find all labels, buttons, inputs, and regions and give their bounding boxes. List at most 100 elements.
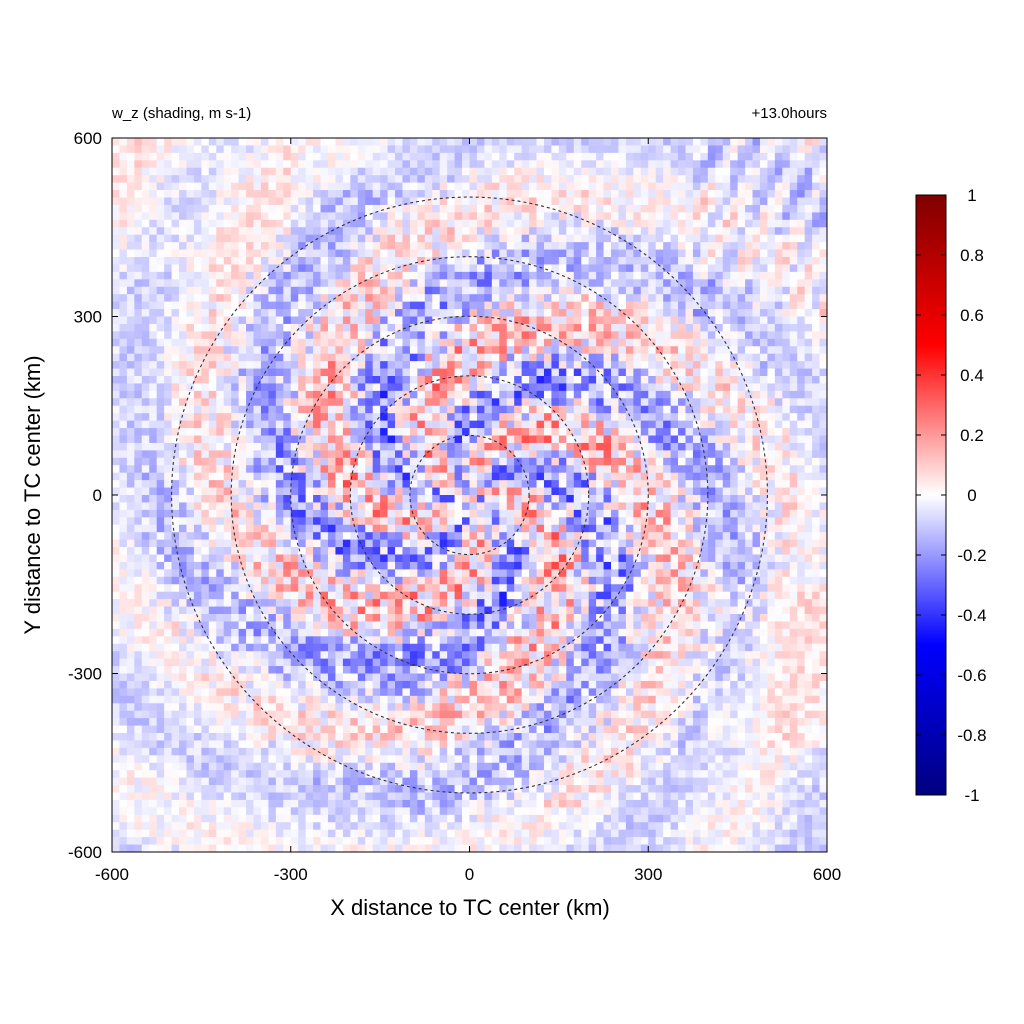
- heatmap-cell: [335, 353, 344, 362]
- heatmap-cell: [789, 450, 798, 459]
- heatmap-cell: [678, 517, 686, 526]
- heatmap-cell: [581, 197, 590, 206]
- heatmap-cell: [402, 457, 411, 466]
- heatmap-cell: [357, 167, 366, 176]
- heatmap-cell: [149, 361, 158, 369]
- heatmap-cell: [648, 368, 657, 377]
- heatmap-cell: [275, 271, 284, 280]
- heatmap-cell: [283, 480, 292, 488]
- heatmap-cell: [126, 316, 135, 325]
- heatmap-cell: [685, 338, 694, 347]
- heatmap-cell: [707, 271, 716, 280]
- heatmap-cell: [648, 502, 657, 511]
- heatmap-cell: [737, 242, 746, 250]
- heatmap-cell: [126, 309, 135, 317]
- heatmap-cell: [759, 197, 768, 206]
- heatmap-cell: [491, 138, 500, 146]
- heatmap-cell: [588, 472, 597, 481]
- heatmap-cell: [275, 175, 284, 184]
- heatmap-cell: [752, 264, 761, 273]
- heatmap-cell: [149, 286, 158, 295]
- heatmap-cell: [447, 405, 456, 414]
- heatmap-cell: [119, 383, 128, 392]
- heatmap-cell: [290, 197, 299, 206]
- heatmap-cell: [536, 145, 545, 154]
- heatmap-cell: [149, 167, 158, 176]
- heatmap-cell: [774, 316, 783, 325]
- heatmap-cell: [573, 480, 582, 488]
- heatmap-cell: [126, 264, 135, 273]
- heatmap-cell: [447, 234, 456, 243]
- heatmap-cell: [588, 338, 597, 347]
- heatmap-cell: [246, 234, 254, 243]
- heatmap-cell: [700, 442, 709, 451]
- heatmap-cell: [126, 420, 135, 429]
- heatmap-cell: [819, 398, 827, 407]
- heatmap-cell: [409, 309, 418, 317]
- heatmap-cell: [633, 145, 642, 154]
- heatmap-cell: [588, 442, 597, 451]
- heatmap-cell: [700, 413, 709, 422]
- heatmap-cell: [246, 495, 254, 503]
- heatmap-cell: [648, 212, 657, 221]
- heatmap-cell: [283, 145, 292, 154]
- heatmap-cell: [633, 435, 642, 444]
- heatmap-cell: [223, 472, 232, 481]
- heatmap-cell: [342, 413, 351, 422]
- heatmap-cell: [663, 487, 671, 496]
- heatmap-cell: [380, 160, 388, 169]
- heatmap-cell: [350, 338, 359, 347]
- heatmap-cell: [268, 219, 277, 228]
- heatmap-cell: [566, 138, 575, 146]
- heatmap-cell: [506, 227, 515, 236]
- heatmap-cell: [558, 145, 567, 154]
- heatmap-cell: [283, 435, 292, 444]
- heatmap-cell: [633, 331, 642, 340]
- heatmap-cell: [782, 472, 791, 481]
- heatmap-cell: [633, 346, 642, 355]
- heatmap-cell: [692, 398, 701, 407]
- heatmap-cell: [678, 338, 686, 347]
- heatmap-cell: [789, 309, 798, 317]
- heatmap-cell: [126, 457, 135, 466]
- heatmap-cell: [149, 480, 158, 488]
- heatmap-cell: [521, 368, 530, 377]
- heatmap-cell: [499, 227, 508, 236]
- heatmap-cell: [417, 227, 426, 236]
- heatmap-cell: [774, 457, 783, 466]
- heatmap-cell: [469, 509, 478, 518]
- heatmap-cell: [812, 442, 820, 451]
- heatmap-cell: [529, 286, 537, 295]
- heatmap-cell: [812, 212, 820, 221]
- heatmap-cell: [454, 487, 463, 496]
- heatmap-cell: [305, 435, 314, 444]
- heatmap-cell: [499, 286, 508, 295]
- heatmap-cell: [119, 204, 128, 213]
- heatmap-cell: [648, 457, 657, 466]
- heatmap-cell: [469, 517, 478, 526]
- heatmap-cell: [290, 361, 299, 369]
- heatmap-cell: [395, 413, 403, 422]
- heatmap-cell: [246, 435, 254, 444]
- heatmap-cell: [327, 286, 336, 295]
- heatmap-cell: [655, 204, 664, 213]
- heatmap-cell: [596, 480, 604, 488]
- heatmap-cell: [789, 428, 798, 436]
- heatmap-cell: [588, 242, 597, 250]
- heatmap-cell: [462, 487, 470, 496]
- heatmap-cell: [581, 338, 590, 347]
- heatmap-cell: [536, 413, 545, 422]
- heatmap-cell: [365, 472, 374, 481]
- heatmap-cell: [417, 361, 426, 369]
- heatmap-cell: [305, 346, 314, 355]
- heatmap-cell: [491, 457, 500, 466]
- heatmap-cell: [409, 480, 418, 488]
- heatmap-cell: [551, 435, 560, 444]
- heatmap-cell: [454, 145, 463, 154]
- heatmap-cell: [246, 294, 254, 303]
- heatmap-cell: [216, 219, 225, 228]
- heatmap-cell: [678, 368, 686, 377]
- heatmap-cell: [119, 331, 128, 340]
- heatmap-cell: [357, 331, 366, 340]
- heatmap-cell: [789, 495, 798, 503]
